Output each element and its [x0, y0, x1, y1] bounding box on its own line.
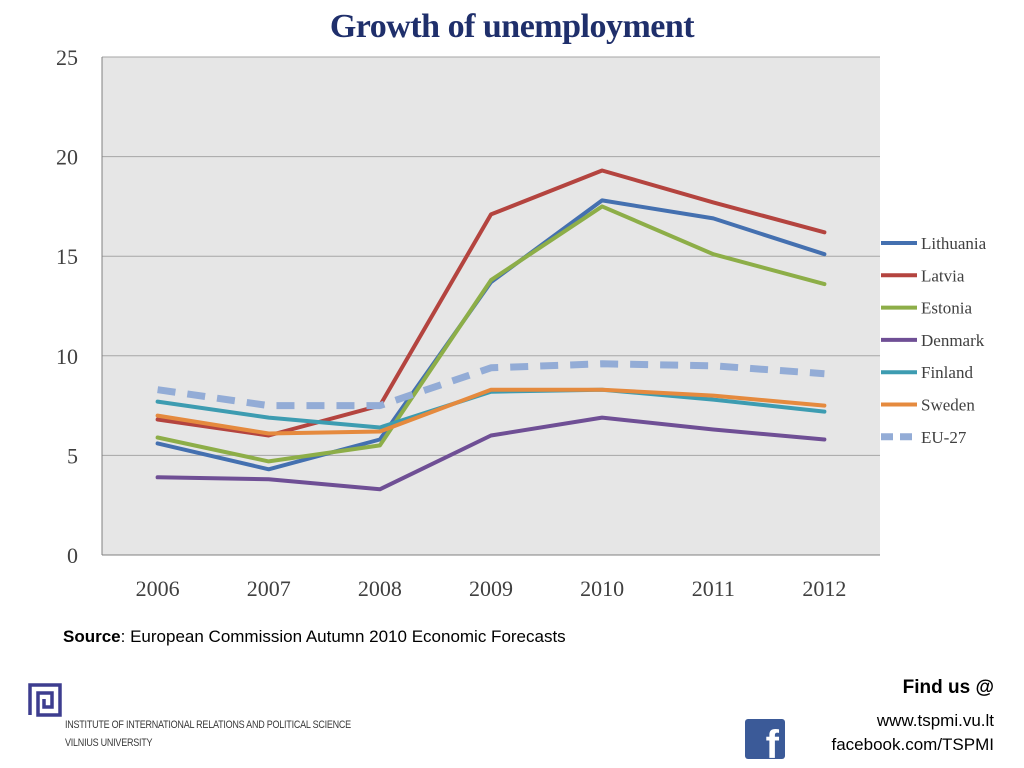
x-axis-ticks: 2006 2007 2008 2009 2010 2011 2012: [136, 576, 847, 601]
y-tick-label: 5: [67, 443, 78, 468]
axes: [101, 57, 880, 556]
legend-label: Sweden: [921, 396, 975, 415]
y-tick-label: 15: [56, 244, 78, 269]
series-line-denmark: [155, 415, 827, 492]
series-lines: [155, 168, 827, 492]
facebook-icon[interactable]: f: [745, 719, 785, 759]
series-line-estonia: [155, 204, 827, 464]
y-tick-label: 10: [56, 344, 78, 369]
y-axis-ticks: 0 5 10 15 20 25: [56, 45, 78, 568]
legend-label: Finland: [921, 363, 973, 382]
source-label: Source: [63, 627, 121, 646]
x-tick-label: 2009: [469, 576, 513, 601]
x-tick-label: 2008: [358, 576, 402, 601]
x-tick-label: 2007: [247, 576, 291, 601]
institute-name: INSTITUTE OF INTERNATIONAL RELATIONS AND…: [65, 719, 351, 731]
find-us-label: Find us @: [902, 677, 994, 698]
plot-area: [102, 57, 880, 555]
x-tick-label: 2012: [802, 576, 846, 601]
y-tick-label: 20: [56, 145, 78, 170]
x-tick-label: 2011: [692, 576, 735, 601]
legend-label: Estonia: [921, 299, 972, 318]
legend-label: Latvia: [921, 266, 965, 285]
facebook-link[interactable]: facebook.com/TSPMI: [831, 735, 994, 754]
legend-label: EU-27: [921, 428, 967, 447]
legend-label: Lithuania: [921, 234, 987, 253]
facebook-icon-letter: f: [765, 723, 779, 759]
series-line-sweden: [155, 387, 827, 436]
y-tick-label: 25: [56, 45, 78, 70]
legend-label: Denmark: [921, 331, 985, 350]
website-link[interactable]: www.tspmi.vu.lt: [876, 711, 994, 730]
series-line-eu-27: [157, 360, 825, 410]
x-tick-label: 2006: [136, 576, 180, 601]
y-tick-label: 0: [67, 543, 78, 568]
source-note: Source: European Commission Autumn 2010 …: [63, 627, 566, 647]
legend: Lithuania Latvia Estonia Denmark Finland Swed…: [881, 234, 987, 447]
greek-key-logo-icon: [28, 683, 62, 717]
x-tick-label: 2010: [580, 576, 624, 601]
slide-title: Growth of unemployment: [329, 8, 695, 45]
university-name: VILNIUS UNIVERSITY: [65, 737, 153, 749]
source-text: : European Commission Autumn 2010 Econom…: [120, 627, 566, 646]
